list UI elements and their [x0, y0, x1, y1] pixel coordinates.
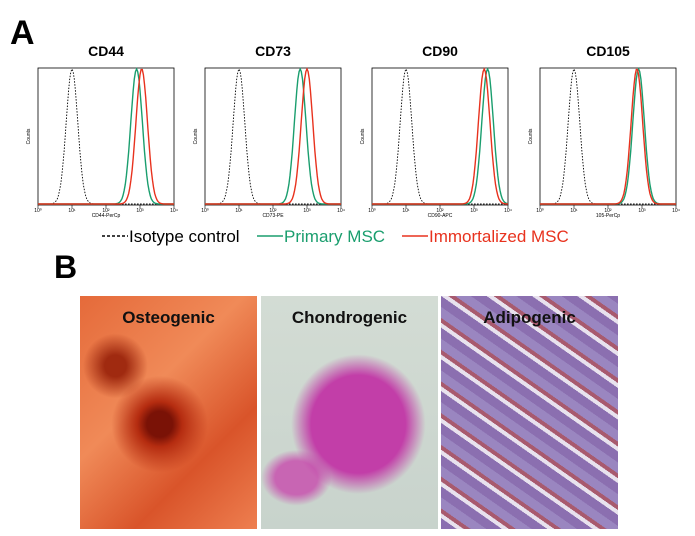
legend-label: Primary MSC: [284, 227, 385, 246]
x-tick-label: 10⁴: [672, 208, 680, 214]
x-tick-label: 10³: [638, 208, 646, 214]
osteogenic-image: Osteogenic: [80, 296, 257, 529]
x-axis-label: 105-PerCp: [596, 213, 620, 219]
histogram-curve: [205, 67, 341, 205]
x-tick-label: 10³: [303, 208, 311, 214]
x-tick-label: 10⁴: [337, 208, 345, 214]
plot-title: CD44: [88, 43, 124, 59]
histogram-curve: [540, 68, 676, 205]
image-label: Adipogenic: [483, 308, 576, 327]
y-axis-label: Counts: [193, 128, 199, 144]
x-tick-label: 10²: [102, 208, 110, 214]
x-tick-label: 10¹: [402, 208, 410, 214]
y-axis-label: Counts: [360, 128, 366, 144]
x-tick-label: 10⁴: [504, 208, 512, 214]
x-tick-label: 10⁰: [536, 208, 544, 214]
x-axis-label: CD73-PE: [262, 213, 284, 219]
plot-title: CD90: [422, 43, 458, 59]
x-tick-label: 10²: [604, 208, 612, 214]
histogram-curve: [372, 67, 508, 205]
x-tick-label: 10¹: [570, 208, 578, 214]
x-tick-label: 10⁰: [201, 208, 209, 214]
x-axis-label: CD44-PerCp: [92, 213, 121, 219]
x-tick-label: 10³: [136, 208, 144, 214]
x-tick-label: 10⁰: [368, 208, 376, 214]
y-axis-label: Counts: [528, 128, 534, 144]
panel-label: B: [54, 249, 77, 285]
x-tick-label: 10³: [470, 208, 478, 214]
adipogenic-image: Adipogenic: [441, 296, 618, 529]
y-axis-label: Counts: [26, 128, 32, 144]
image-label: Osteogenic: [122, 308, 215, 327]
histogram-curve: [38, 67, 174, 205]
x-axis-label: CD90-APC: [428, 213, 453, 219]
histogram-curve: [38, 68, 174, 205]
x-tick-label: 10⁴: [170, 208, 178, 214]
x-tick-label: 10²: [269, 208, 277, 214]
image-label: Chondrogenic: [291, 308, 408, 327]
histogram-curve: [540, 67, 676, 205]
plot-frame: [539, 67, 677, 206]
x-tick-label: 10¹: [235, 208, 243, 214]
histogram-curve: [205, 67, 341, 205]
legend-label: Immortalized MSC: [429, 227, 569, 246]
chondrogenic-image: Chondrogenic: [261, 296, 438, 529]
panel-label: A: [10, 14, 35, 52]
x-tick-label: 10¹: [68, 208, 76, 214]
x-tick-label: 10⁰: [34, 208, 42, 214]
legend-label: Isotype control: [129, 227, 240, 246]
histogram-curve: [205, 67, 341, 205]
plot-frame: [204, 67, 342, 206]
plot-title: CD73: [255, 43, 291, 59]
histogram-curve: [540, 67, 676, 205]
histogram-curve: [372, 67, 509, 205]
plot-title: CD105: [586, 43, 630, 59]
x-tick-label: 10²: [436, 208, 444, 214]
